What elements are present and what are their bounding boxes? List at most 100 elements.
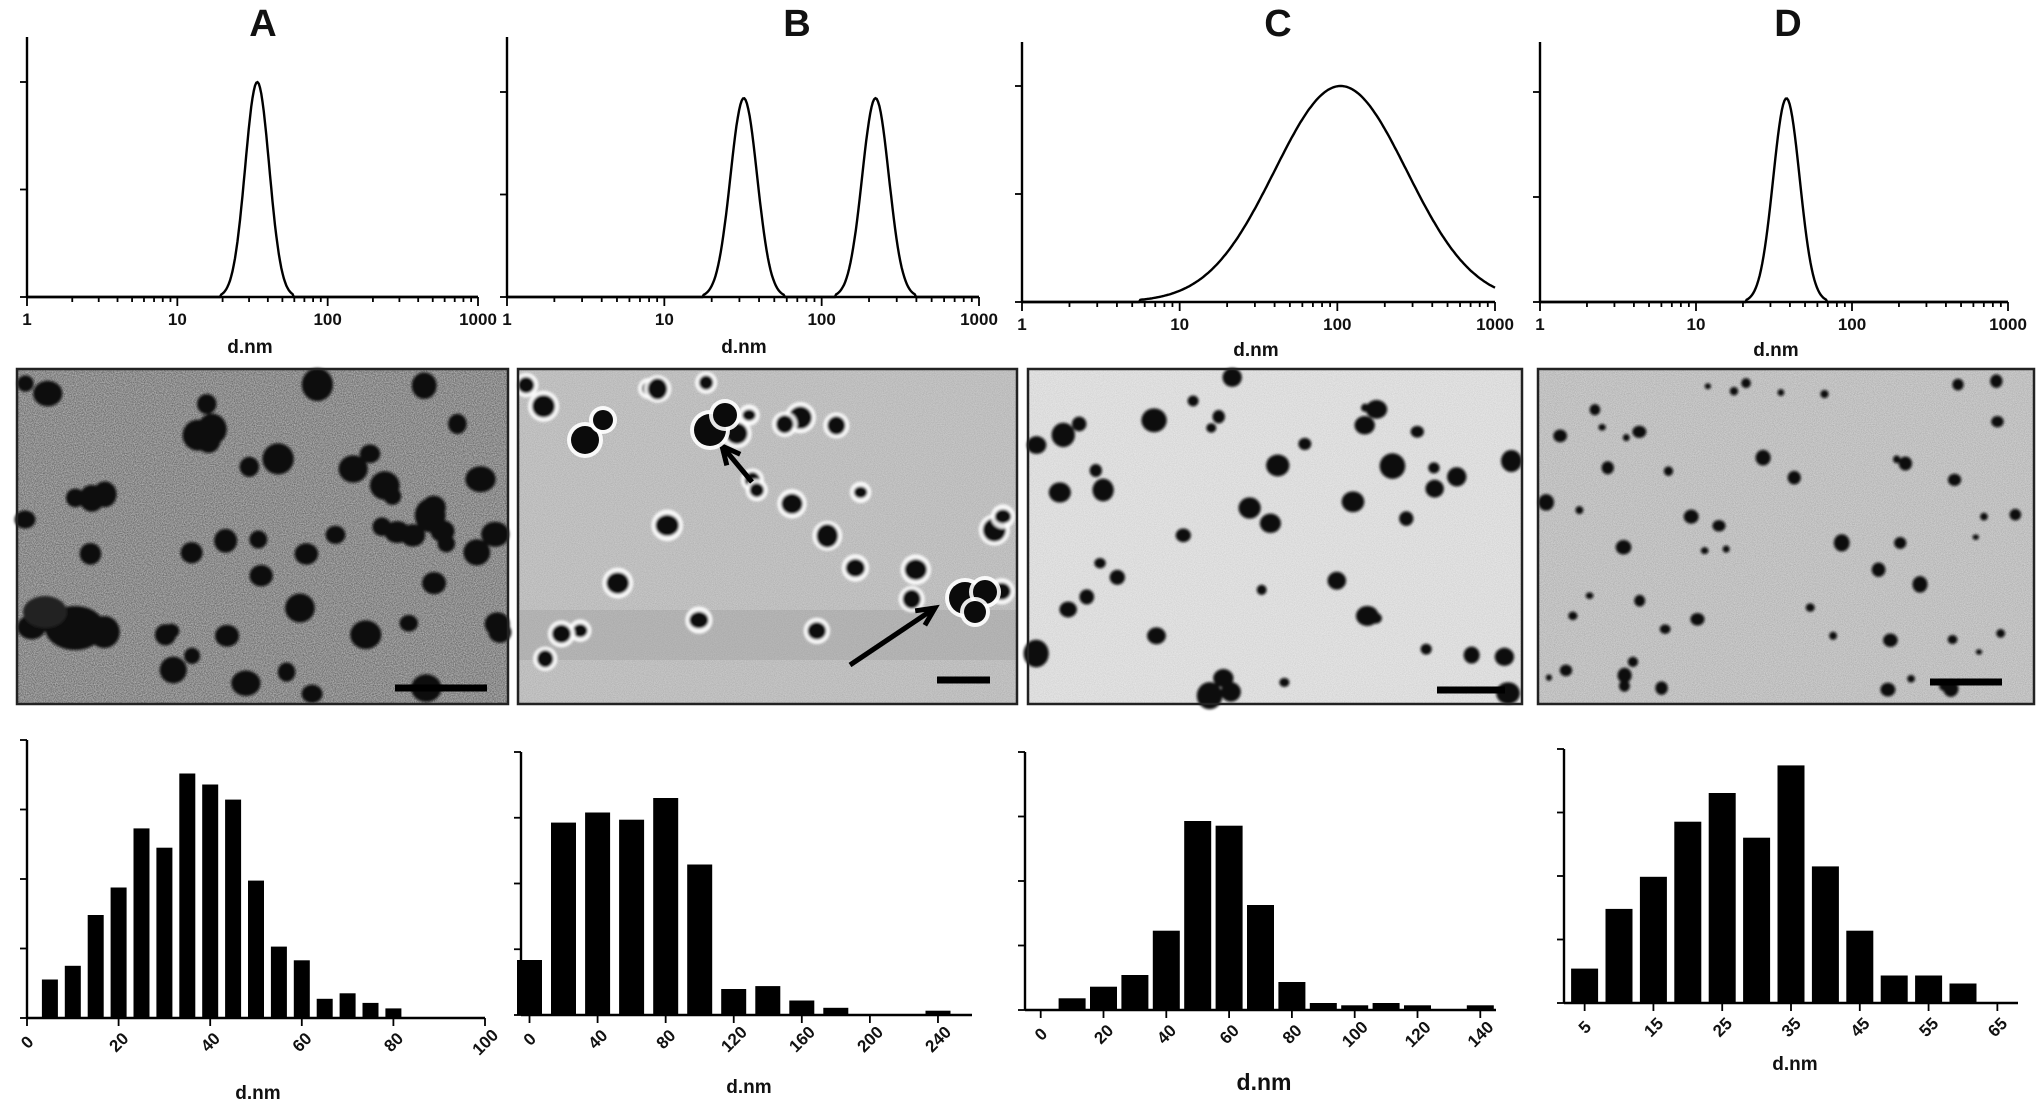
hist-bar-b-0 [517,960,542,1015]
arrow-2 [848,605,937,668]
hist-bar-a-13 [339,993,356,1018]
hist-bar-d-6 [1777,765,1805,1003]
tem-aggregate [593,410,613,430]
hist-bar-c-2 [1121,975,1149,1010]
hist-bar-a-2 [87,915,104,1018]
hist-bar-c-1 [1090,986,1117,1010]
hist-bar-c-12 [1466,1005,1494,1010]
dls-tick-label-d-1: 1 [1535,315,1544,334]
dls-tick-label-a-10: 10 [168,310,187,329]
hist-tick-label-b-0: 0 [520,1029,540,1049]
hist-bar-d-9 [1880,975,1908,1003]
dls-tick-label-b-1000: 1000 [960,310,998,329]
tem-particles-b [513,371,1016,671]
hist-bar-d-3 [1674,821,1702,1003]
hist-bar-d-5 [1743,837,1771,1003]
hist-bar-a-1 [64,965,81,1018]
hist-bar-d-2 [1639,876,1667,1003]
dls-curve-c [1022,84,1496,304]
hist-tick-label-c-0: 0 [1031,1024,1051,1044]
tem-frame-a [15,367,510,706]
panel-letter-d: D [1774,3,1801,45]
hist-bar-b-1 [551,822,576,1015]
hist-bar-c-9 [1341,1005,1369,1010]
hist-tick-label-a-0: 0 [17,1032,37,1052]
hist-tick-label-b-40: 40 [585,1026,612,1053]
hist-bar-c-0 [1058,998,1086,1010]
hist-bar-c-11 [1404,1005,1431,1010]
arrow-1 [720,444,754,484]
tem-frame-b [516,367,1019,706]
hist-tick-label-d-25: 25 [1709,1014,1736,1041]
hist-bar-d-4 [1708,793,1736,1003]
hist-bar-c-8 [1309,1003,1337,1010]
tem-frame-c [1026,367,1524,706]
dls-tick-label-d-10: 10 [1687,315,1706,334]
hist-tick-label-c-100: 100 [1338,1018,1371,1051]
hist-bar-a-9 [248,880,264,1018]
tem-aggregate [713,403,737,427]
hist-bar-d-7 [1811,866,1839,1003]
dls-chart-a: 1 10 100 1000 [20,37,497,329]
hist-tick-label-c-80: 80 [1279,1021,1306,1048]
dls-curve-a [27,80,478,299]
hist-tick-label-a-60: 60 [289,1029,316,1056]
hist-tick-label-b-80: 80 [653,1026,680,1053]
tem-image-b [513,367,1019,706]
hist-tick-label-c-40: 40 [1153,1021,1180,1048]
hist-tick-label-b-120: 120 [717,1023,750,1056]
hist-tick-label-d-15: 15 [1640,1014,1667,1041]
panel-letter-b: B [783,3,810,45]
hist-bar-c-7 [1278,982,1306,1010]
hist-bar-a-15 [385,1008,402,1018]
hist-bar-a-11 [293,960,310,1018]
hist-bar-a-10 [270,946,287,1018]
hist-bar-a-4 [133,828,150,1018]
tem-aggregate [964,601,986,623]
dls-tick-label-d-1000: 1000 [1989,315,2027,334]
hist-bar-a-3 [110,887,127,1018]
dls-tick-label-a-100: 100 [313,310,341,329]
dls-tick-label-c-1: 1 [1017,315,1026,334]
dls-xlabel-d: d.nm [1753,340,1798,361]
hist-tick-label-b-160: 160 [785,1023,818,1056]
hist-bar-c-4 [1184,821,1212,1010]
hist-xlabel-b: d.nm [726,1077,771,1098]
hist-tick-label-c-140: 140 [1464,1018,1497,1051]
hist-bar-b-6 [721,989,747,1015]
arrow-head-2 [914,604,940,627]
hist-bar-a-0 [41,979,58,1018]
hist-xlabel-a: d.nm [235,1083,280,1104]
hist-bar-a-12 [316,998,333,1018]
hist-bar-b-12 [925,1010,951,1015]
dls-curve-b [507,96,979,299]
hist-bar-a-7 [202,784,219,1018]
hist-tick-label-d-45: 45 [1847,1014,1874,1041]
hist-bar-b-4 [653,798,679,1015]
hist-bar-d-10 [1915,975,1943,1003]
hist-tick-label-b-240: 240 [922,1023,955,1056]
hist-tick-label-a-80: 80 [380,1029,407,1056]
hist-bar-a-14 [362,1002,379,1018]
panel-letter-c: C [1264,3,1291,45]
hist-bar-a-6 [179,773,196,1018]
dls-tick-label-c-1000: 1000 [1476,315,1514,334]
histogram-d: 5 15 25 35 45 55 65 [1557,748,2018,1041]
hist-bar-b-7 [755,986,781,1015]
dls-tick-label-c-10: 10 [1170,315,1189,334]
hist-tick-label-a-20: 20 [106,1029,133,1056]
hist-tick-label-a-40: 40 [197,1029,224,1056]
histogram-a: 0 20 40 60 80 100 [17,739,502,1059]
hist-tick-label-b-200: 200 [853,1023,886,1056]
hist-bar-b-2 [585,812,611,1015]
hist-bar-d-11 [1949,983,1977,1003]
dls-chart-d: 1 10 100 1000 [1533,42,2027,334]
hist-tick-label-d-65: 65 [1984,1014,2011,1041]
dls-tick-label-c-100: 100 [1323,315,1351,334]
dls-tick-label-b-1: 1 [502,310,511,329]
hist-tick-label-c-20: 20 [1090,1021,1117,1048]
dls-tick-label-d-100: 100 [1838,315,1866,334]
hist-bar-b-8 [789,1000,815,1015]
dls-xlabel-b: d.nm [721,337,766,358]
